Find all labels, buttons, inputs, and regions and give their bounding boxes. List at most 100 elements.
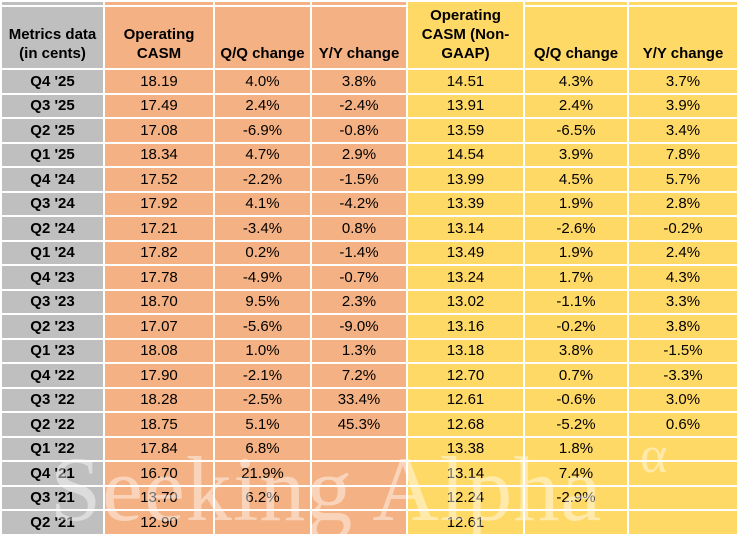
value-cell: 2.4% bbox=[627, 239, 737, 266]
value-cell bbox=[627, 484, 737, 511]
value-cell: 2.9% bbox=[310, 141, 408, 168]
value-cell: 1.7% bbox=[523, 264, 629, 291]
metrics-table: Operating CASM (Non-GAAP) Operating CASM… bbox=[0, 0, 737, 536]
header-label-row: Metrics data (in cents) bbox=[0, 5, 737, 70]
value-cell: 4.7% bbox=[213, 141, 312, 168]
value-cell: 17.21 bbox=[103, 215, 215, 242]
value-cell: 0.2% bbox=[213, 239, 312, 266]
value-cell bbox=[523, 509, 629, 536]
quarter-label-cell: Q4 '25 bbox=[0, 68, 105, 95]
table-row: Q2 '25 17.08 -6.9% -0.8% 13.59 -6.5% 3.4% bbox=[0, 117, 737, 144]
quarter-label-cell: Q1 '25 bbox=[0, 141, 105, 168]
value-cell: 18.28 bbox=[103, 386, 215, 413]
sliver-operating-casm bbox=[103, 0, 215, 7]
table-row: Q3 '23 18.70 9.5% 2.3% 13.02 -1.1% 3.3% bbox=[0, 288, 737, 315]
quarter-label-cell: Q2 '24 bbox=[0, 215, 105, 242]
value-cell: 1.8% bbox=[523, 435, 629, 462]
value-cell: -2.1% bbox=[213, 362, 312, 389]
table-row: Q3 '24 17.92 4.1% -4.2% 13.39 1.9% 2.8% bbox=[0, 190, 737, 217]
value-cell: -5.2% bbox=[523, 411, 629, 438]
table-row: Q1 '25 18.34 4.7% 2.9% 14.54 3.9% 7.8% bbox=[0, 141, 737, 168]
value-cell: 12.68 bbox=[406, 411, 525, 438]
value-cell: 17.90 bbox=[103, 362, 215, 389]
column-header-operating-casm-non-gaap: Operating CASM (Non-GAAP) bbox=[406, 0, 525, 70]
value-cell: 17.08 bbox=[103, 117, 215, 144]
value-cell: 0.6% bbox=[627, 411, 737, 438]
value-cell: 12.61 bbox=[406, 509, 525, 536]
table-row: Q3 '21 13.70 6.2% 12.24 -2.9% bbox=[0, 484, 737, 511]
value-cell: -0.8% bbox=[310, 117, 408, 144]
sliver-qq-change bbox=[213, 0, 312, 7]
value-cell bbox=[627, 435, 737, 462]
value-cell: 14.54 bbox=[406, 141, 525, 168]
value-cell: 12.90 bbox=[103, 509, 215, 536]
value-cell: 17.82 bbox=[103, 239, 215, 266]
table-row: Q1 '23 18.08 1.0% 1.3% 13.18 3.8% -1.5% bbox=[0, 337, 737, 364]
value-cell: 13.91 bbox=[406, 92, 525, 119]
value-cell: 17.49 bbox=[103, 92, 215, 119]
value-cell: -5.6% bbox=[213, 313, 312, 340]
value-cell: 21.9% bbox=[213, 460, 312, 487]
value-cell: 3.8% bbox=[627, 313, 737, 340]
value-cell: 13.14 bbox=[406, 460, 525, 487]
value-cell: 18.19 bbox=[103, 68, 215, 95]
value-cell bbox=[213, 509, 312, 536]
value-cell: 17.07 bbox=[103, 313, 215, 340]
table-row: Q4 '23 17.78 -4.9% -0.7% 13.24 1.7% 4.3% bbox=[0, 264, 737, 291]
quarter-label-cell: Q2 '23 bbox=[0, 313, 105, 340]
value-cell: 45.3% bbox=[310, 411, 408, 438]
value-cell: 6.2% bbox=[213, 484, 312, 511]
value-cell: 5.1% bbox=[213, 411, 312, 438]
quarter-label-cell: Q3 '24 bbox=[0, 190, 105, 217]
value-cell: 3.9% bbox=[523, 141, 629, 168]
column-header-qq-change: Q/Q change bbox=[213, 5, 312, 70]
value-cell: -0.7% bbox=[310, 264, 408, 291]
value-cell: 14.51 bbox=[406, 68, 525, 95]
value-cell: 2.3% bbox=[310, 288, 408, 315]
sliver-yy-change bbox=[310, 0, 408, 7]
value-cell: 5.7% bbox=[627, 166, 737, 193]
table-row: Q2 '22 18.75 5.1% 45.3% 12.68 -5.2% 0.6% bbox=[0, 411, 737, 438]
table-row: Q4 '25 18.19 4.0% 3.8% 14.51 4.3% 3.7% bbox=[0, 68, 737, 95]
quarter-label-cell: Q1 '24 bbox=[0, 239, 105, 266]
value-cell: 33.4% bbox=[310, 386, 408, 413]
sliver-ng-qq-change bbox=[523, 0, 629, 7]
value-cell: -2.5% bbox=[213, 386, 312, 413]
value-cell: 13.39 bbox=[406, 190, 525, 217]
quarter-label-cell: Q3 '25 bbox=[0, 92, 105, 119]
metrics-label-spacer bbox=[0, 0, 105, 7]
quarter-label-cell: Q4 '24 bbox=[0, 166, 105, 193]
value-cell: 13.02 bbox=[406, 288, 525, 315]
value-cell: 13.16 bbox=[406, 313, 525, 340]
value-cell: 12.61 bbox=[406, 386, 525, 413]
value-cell: -1.1% bbox=[523, 288, 629, 315]
value-cell: -3.4% bbox=[213, 215, 312, 242]
value-cell: -0.2% bbox=[523, 313, 629, 340]
value-cell bbox=[310, 435, 408, 462]
value-cell: -6.5% bbox=[523, 117, 629, 144]
value-cell: 13.24 bbox=[406, 264, 525, 291]
value-cell: 18.75 bbox=[103, 411, 215, 438]
column-header-non-gaap-qq-change: Q/Q change bbox=[523, 5, 629, 70]
value-cell: 3.8% bbox=[523, 337, 629, 364]
table-row: Q2 '21 12.90 12.61 bbox=[0, 509, 737, 536]
quarter-label-cell: Q1 '23 bbox=[0, 337, 105, 364]
value-cell: 0.8% bbox=[310, 215, 408, 242]
value-cell: 16.70 bbox=[103, 460, 215, 487]
value-cell: 6.8% bbox=[213, 435, 312, 462]
value-cell: 13.18 bbox=[406, 337, 525, 364]
quarter-label-cell: Q3 '23 bbox=[0, 288, 105, 315]
value-cell: 3.9% bbox=[627, 92, 737, 119]
table-body: Q4 '25 18.19 4.0% 3.8% 14.51 4.3% 3.7% Q3 '25 17… bbox=[0, 68, 737, 536]
value-cell: 0.7% bbox=[523, 362, 629, 389]
quarter-label-cell: Q4 '22 bbox=[0, 362, 105, 389]
value-cell: 13.38 bbox=[406, 435, 525, 462]
value-cell: 18.08 bbox=[103, 337, 215, 364]
quarter-label-cell: Q2 '21 bbox=[0, 509, 105, 536]
value-cell bbox=[310, 460, 408, 487]
value-cell: -0.6% bbox=[523, 386, 629, 413]
value-cell: 17.84 bbox=[103, 435, 215, 462]
table-row: Q1 '24 17.82 0.2% -1.4% 13.49 1.9% 2.4% bbox=[0, 239, 737, 266]
value-cell: 1.9% bbox=[523, 239, 629, 266]
quarter-label-cell: Q2 '25 bbox=[0, 117, 105, 144]
